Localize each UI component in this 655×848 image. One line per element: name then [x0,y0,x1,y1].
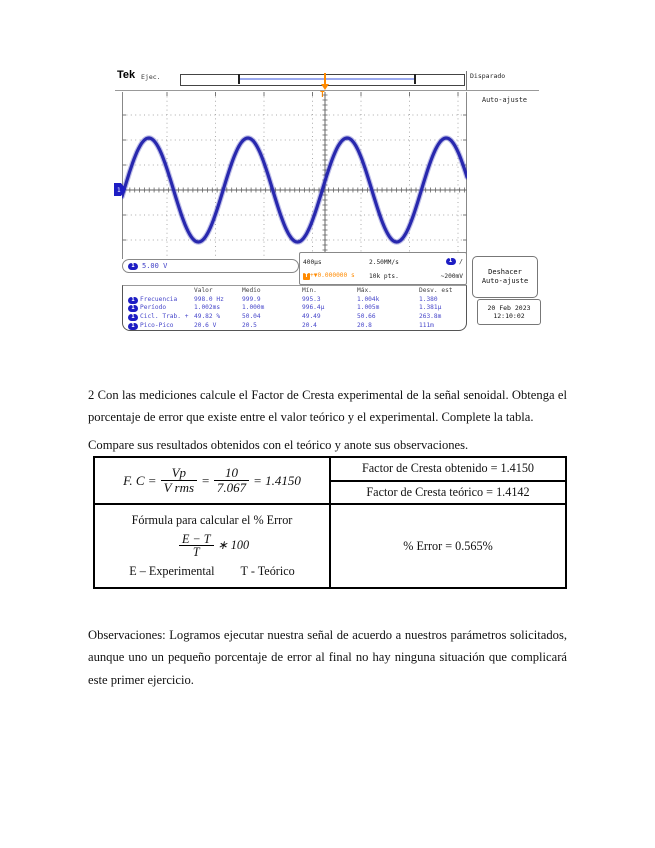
meas-header-min: Mín. [302,287,317,294]
crest-factor-theoretical-cell: Factor de Cresta teórico = 1.4142 [330,480,566,504]
timebase-trigger-readout: 400µs 2.50MM/s 1 / T +▼0.000000 s 10k pts… [299,252,467,285]
timebase-value: 400µs [303,258,322,266]
meas-cell: 111m [419,321,434,329]
meas-cell: 1.381µ [419,304,442,312]
meas-cell: 20.6 V [194,321,217,329]
tek-logo: Tek [117,69,136,81]
meas-cell: 995.3 [302,295,321,303]
meas-header-max: Máx. [357,287,372,294]
horizontal-position-readout: T +▼0.000000 s [303,272,355,280]
meas-cell: 49.82 % [194,313,221,321]
svg-text:1: 1 [117,187,121,194]
crest-factor-obtained-cell: Factor de Cresta obtenido = 1.4150 [330,457,566,481]
results-table: F. C = Vp V rms = 10 7.067 = 1.4150 Factor… [93,456,567,589]
meas-cell: 20.5 [242,321,257,329]
record-length-value: 10k pts. [369,272,399,280]
meas-cell: 20.4 [302,321,317,329]
meas-header-medio: Medio [242,287,261,294]
meas-cell: 49.49 [302,313,321,321]
undo-autoset-button[interactable]: Deshacer Auto-ajuste [472,256,538,298]
meas-cell: 1.005m [357,304,380,312]
meas-cell: 50.66 [357,313,376,321]
datetime-box: 20 Feb 2023 12:10:02 [477,299,541,325]
meas-row-label: 1 Cicl. Trab. + [128,313,194,322]
time-label: 12:10:02 [493,312,525,320]
compare-paragraph: Compare sus resultados obtenidos con el … [88,437,469,452]
trigger-level-value: ~200mV [440,272,463,280]
error-value-cell: % Error = 0.565% [330,504,566,588]
channel1-badge: 1 [128,262,138,270]
graticule-waveform-plot [122,92,467,259]
header-divider [115,90,539,91]
meas-header-valor: Valor [194,287,213,294]
trigger-position-line [324,73,326,84]
acquisition-mode-label: Ejec. [141,73,161,81]
error-formula-legend: E – Experimental T - Teórico [129,563,295,578]
meas-cell: 1.000m [242,304,265,312]
fraction-10-7067: 10 7.067 [213,466,250,494]
meas-header-desv: Desv. est [419,287,453,294]
meas-cell: 996.4µ [302,304,325,312]
measurements-panel: Valor Medio Mín. Máx. Desv. est 1 Frecuen… [122,285,467,331]
meas-row-label: 1 Período [128,304,194,313]
error-formula-title: Fórmula para calcular el % Error [131,513,293,528]
sample-rate-value: 2.50MM/s [369,258,399,266]
meas-row-label: 1 Frecuencia [128,296,194,305]
trigger-source-slope: 1 / [427,258,463,266]
autoset-label: Auto-ajuste [482,96,528,104]
meas-cell: 50.04 [242,313,261,321]
date-label: 20 Feb 2023 [487,304,531,312]
trigger-badge-icon: T [303,273,310,280]
channel1-ground-marker-icon: 1 [114,183,126,196]
meas-cell: 1.004k [357,295,380,303]
trigger-t-icon: T [320,90,325,99]
meas-cell: 20.8 [357,321,372,329]
crest-factor-formula-cell: F. C = Vp V rms = 10 7.067 = 1.4150 [94,457,330,504]
meas-cell: 999.9 [242,295,261,303]
header-separator [466,71,467,90]
fraction-vp-vrms: Vp V rms [160,466,198,494]
trigger-position-arrow-icon [321,84,329,90]
meas-cell: 998.0 Hz [194,295,224,303]
channel1-scale-readout[interactable]: 1 5.00 V [122,259,299,273]
trigger-status-label: Disparado [470,72,506,80]
waveform-window-indicator [238,74,416,84]
meas-cell: 1.380 [419,295,438,303]
instruction-paragraph: 2 Con las mediciones calcule el Factor d… [88,387,567,424]
meas-cell: 1.002ms [194,304,221,312]
meas-cell: 263.8m [419,313,442,321]
channel1-scale-value: 5.00 V [142,262,168,270]
meas-row-label: 1 Pico-Pico [128,322,194,331]
observations-paragraph: Observaciones: Logramos ejecutar nuestra… [88,627,567,687]
oscilloscope-screenshot: Tek Ejec. T Disparado Auto-ajuste 1 Desh… [114,68,541,332]
